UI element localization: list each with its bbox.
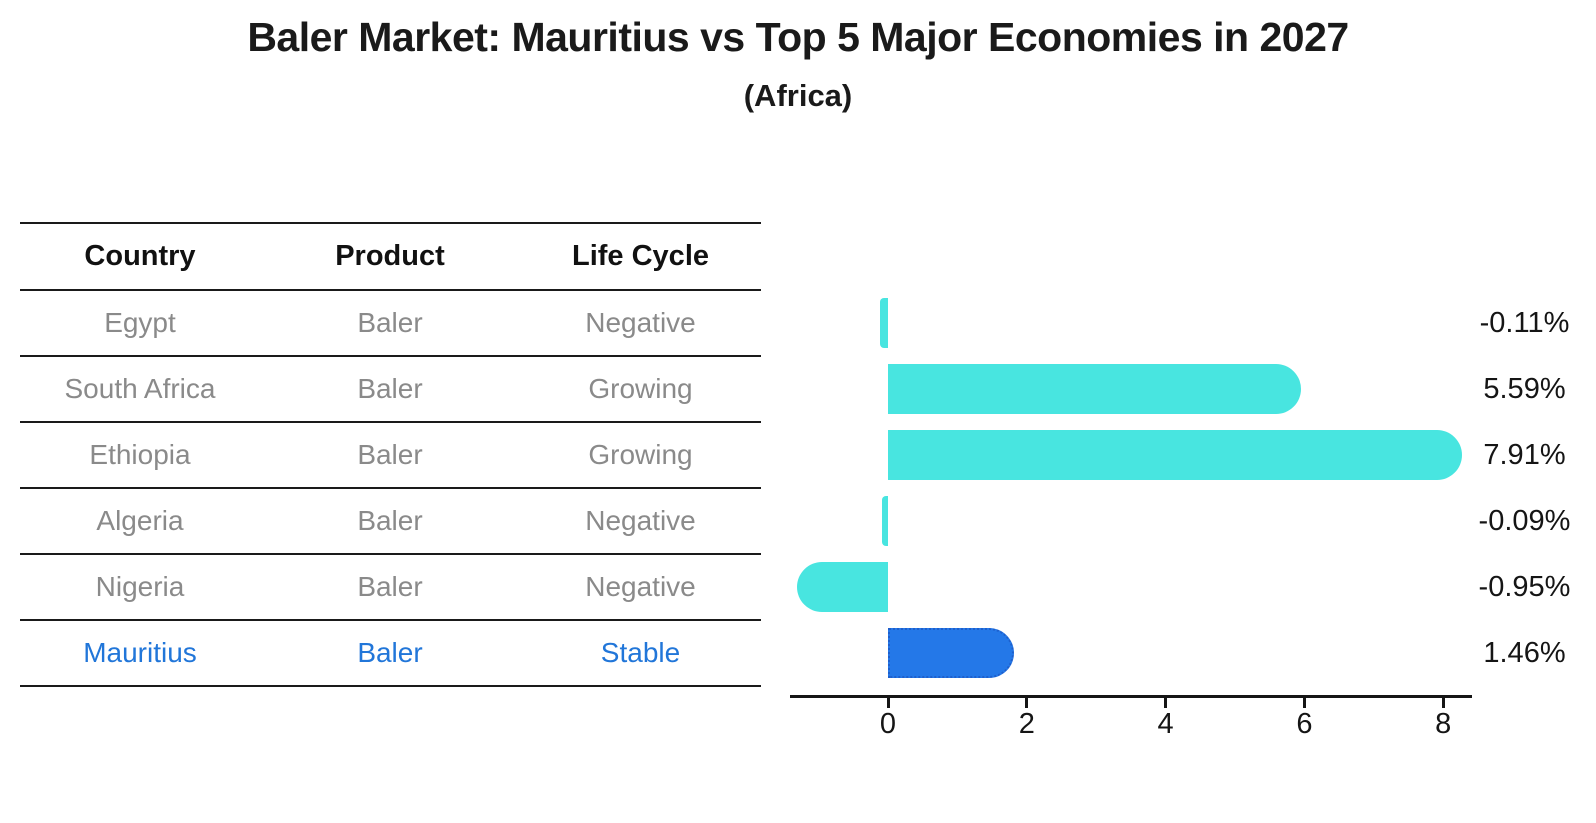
value-label: 7.91%	[1483, 439, 1566, 471]
table-cell-life_cycle: Negative	[585, 307, 696, 338]
table-cell-country: Egypt	[104, 307, 176, 338]
bar-ethiopia	[888, 430, 1462, 480]
table-row: Egypt Baler Negative	[20, 291, 761, 357]
x-axis-tick	[1025, 698, 1029, 708]
chart-title: Baler Market: Mauritius vs Top 5 Major E…	[247, 14, 1349, 60]
column-header: Life Cycle	[572, 240, 709, 272]
column-header: Product	[335, 240, 445, 272]
table-cell-life_cycle: Stable	[600, 637, 681, 668]
table-row: Ethiopia Baler Growing	[20, 423, 761, 489]
x-axis-tick	[1302, 698, 1306, 708]
x-axis-tick	[886, 698, 890, 708]
chart-subtitle: (Africa)	[743, 78, 853, 113]
table-cell-country: Ethiopia	[89, 439, 191, 470]
bar-egypt	[880, 298, 888, 348]
table-cell-country: South Africa	[64, 373, 216, 404]
table-cell-country: Mauritius	[83, 637, 197, 668]
x-axis-tick-label: 4	[1157, 708, 1174, 740]
bar-south-africa	[888, 364, 1301, 414]
table-header-row: Country Product Life Cycle	[20, 224, 761, 291]
value-label: -0.95%	[1478, 571, 1571, 603]
table-cell-life_cycle: Growing	[588, 373, 693, 404]
table-cell-product: Baler	[357, 637, 423, 668]
x-axis-tick	[1164, 698, 1168, 708]
value-label: -0.09%	[1478, 505, 1571, 537]
x-axis-tick-label: 8	[1435, 708, 1452, 740]
x-axis-tick-label: 2	[1018, 708, 1035, 740]
bar-algeria	[881, 496, 888, 546]
table-cell-life_cycle: Growing	[588, 439, 693, 470]
column-header: Country	[84, 240, 196, 272]
x-axis-tick-label: 0	[879, 708, 897, 740]
bar-mauritius	[888, 628, 1015, 678]
table-cell-product: Baler	[357, 439, 423, 470]
table-cell-life_cycle: Negative	[585, 571, 696, 602]
table-cell-product: Baler	[357, 571, 423, 602]
value-label: 5.59%	[1483, 373, 1566, 405]
table-cell-product: Baler	[357, 307, 423, 338]
bar-nigeria	[797, 562, 888, 612]
table-cell-country: Nigeria	[95, 571, 185, 602]
table-row: Mauritius Baler Stable	[20, 621, 761, 685]
table-cell-product: Baler	[357, 505, 423, 536]
x-axis	[790, 695, 1472, 698]
x-axis-tick	[1441, 698, 1445, 708]
table-row: Nigeria Baler Negative	[20, 555, 761, 621]
table-cell-country: Algeria	[96, 505, 184, 536]
table-cell-product: Baler	[357, 373, 423, 404]
table-row: South Africa Baler Growing	[20, 357, 761, 423]
country-table: Country Product Life Cycle Egypt Baler Negati…	[20, 222, 761, 687]
value-label: 1.46%	[1483, 637, 1566, 669]
table-cell-life_cycle: Negative	[585, 505, 696, 536]
x-axis-tick-label: 6	[1296, 708, 1313, 740]
table-row: Algeria Baler Negative	[20, 489, 761, 555]
value-label: -0.11%	[1479, 307, 1570, 339]
